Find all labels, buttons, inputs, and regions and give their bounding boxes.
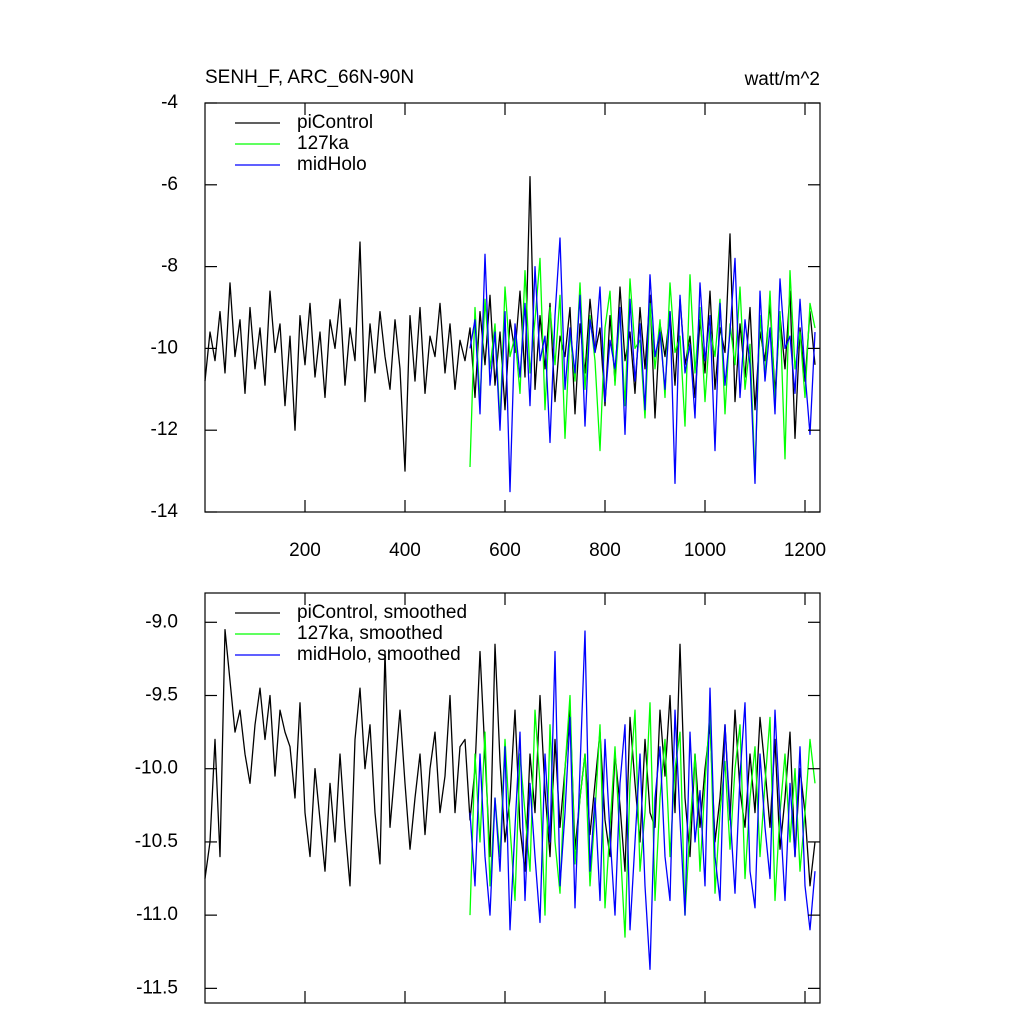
x-tick-label: 400 bbox=[389, 540, 421, 561]
y-tick-label: -10.0 bbox=[135, 758, 178, 779]
y-tick-label: -8 bbox=[161, 256, 178, 277]
x-tick-label: 600 bbox=[489, 540, 521, 561]
legend-label: midHolo, smoothed bbox=[297, 644, 461, 665]
y-tick-label: -14 bbox=[151, 501, 179, 522]
x-tick-label: 200 bbox=[289, 540, 321, 561]
legend-label: midHolo bbox=[297, 154, 367, 175]
x-tick-label: 800 bbox=[589, 540, 621, 561]
x-tick-label: 1000 bbox=[684, 540, 726, 561]
plot-frame bbox=[204, 102, 821, 513]
y-tick-label: -9.5 bbox=[145, 685, 178, 706]
legend-label: piControl, smoothed bbox=[297, 602, 467, 623]
y-tick-label: -9.0 bbox=[145, 611, 178, 632]
y-tick-label: -11.0 bbox=[136, 904, 178, 925]
series-line bbox=[204, 175, 816, 472]
y-tick-label: -10 bbox=[151, 337, 178, 358]
y-tick-label: -6 bbox=[161, 174, 178, 195]
legend-label: 127ka bbox=[297, 133, 349, 154]
x-tick-label: 1200 bbox=[784, 540, 826, 561]
y-tick-label: -11.5 bbox=[136, 977, 178, 998]
units-label: watt/m^2 bbox=[744, 69, 820, 90]
chart-title: SENH_F, ARC_66N-90N bbox=[205, 67, 414, 88]
y-tick-label: -10.5 bbox=[135, 831, 178, 852]
legend-label: 127ka, smoothed bbox=[297, 623, 443, 644]
series-line bbox=[469, 237, 816, 493]
plot-frame bbox=[204, 592, 821, 1004]
series-line bbox=[469, 630, 816, 970]
y-tick-label: -4 bbox=[161, 92, 178, 113]
legend-label: piControl bbox=[297, 112, 373, 133]
y-tick-label: -12 bbox=[151, 419, 178, 440]
